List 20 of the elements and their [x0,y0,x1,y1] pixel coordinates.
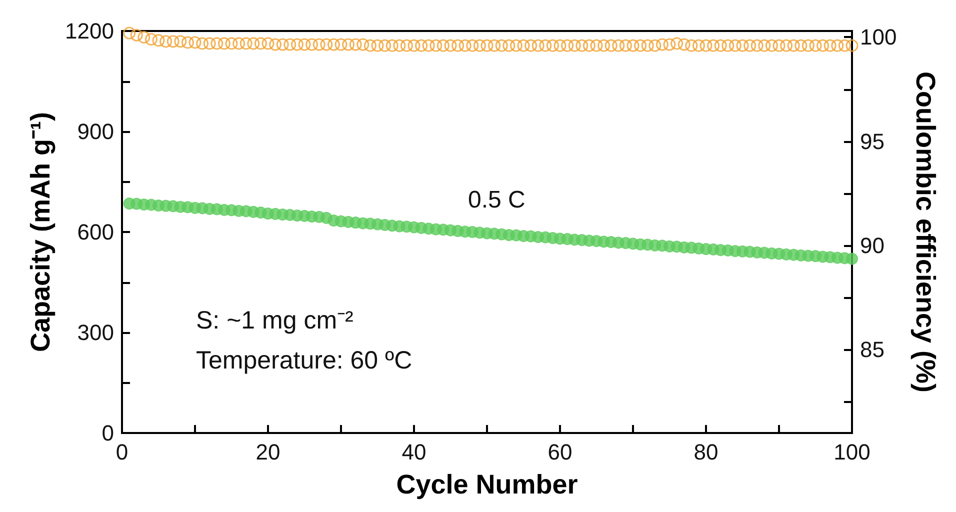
x-tick-label: 100 [834,440,870,464]
y2-tick-label: 95 [860,128,884,154]
annotation: S: ~1 mg cm⁻² [196,306,354,334]
y-axis-title: Capacity (mAh g⁻¹) [26,112,56,352]
x-tick-label: 20 [256,440,280,464]
x-tick-label: 80 [694,440,718,464]
y-tick-label: 900 [77,119,114,144]
y2-tick-label: 90 [860,233,884,258]
y-tick-label: 600 [77,220,114,244]
annotation: 0.5 C [468,186,526,214]
y-tick-label: 1200 [65,18,114,44]
y2-tick-label: 100 [860,24,897,50]
x-tick-label: 60 [548,440,572,464]
y2-tick-label: 85 [860,337,884,362]
x-tick-label: 40 [402,440,426,464]
y-tick-label: 300 [77,320,114,345]
y-tick-label: 0 [102,420,114,446]
y2-axis-title: Coulombic efficiency (%) [910,71,940,393]
x-axis-title: Cycle Number [396,470,578,500]
annotation: Temperature: 60 ºC [196,346,412,374]
